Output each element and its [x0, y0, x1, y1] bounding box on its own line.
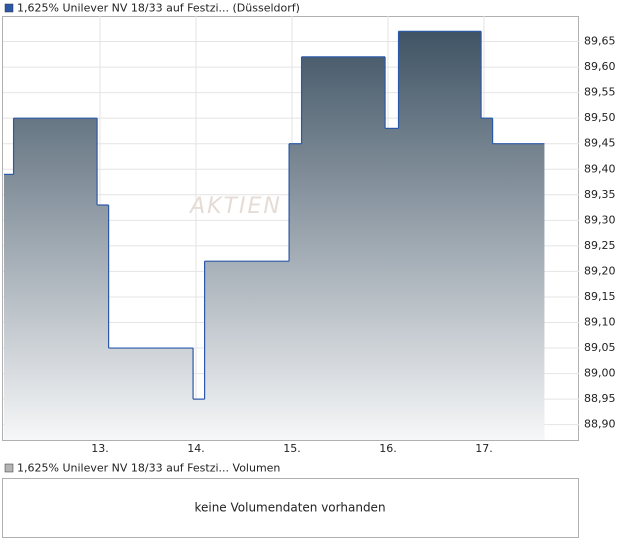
x-tick-label: 16.: [379, 442, 397, 455]
x-tick-label: 15.: [283, 442, 301, 455]
y-tick-label: 89,25: [584, 239, 616, 252]
y-tick-label: 89,60: [584, 60, 616, 73]
legend-label: 1,625% Unilever NV 18/33 auf Festzi... (…: [17, 2, 300, 15]
y-tick-label: 88,95: [584, 392, 616, 405]
y-tick-label: 89,10: [584, 316, 616, 329]
y-tick-label: 88,90: [584, 418, 616, 431]
y-tick-label: 89,00: [584, 367, 616, 380]
y-tick-label: 89,45: [584, 137, 616, 150]
x-tick-label: 14.: [187, 442, 205, 455]
y-tick-label: 89,30: [584, 213, 616, 226]
x-tick-label: 17.: [475, 442, 493, 455]
y-tick-label: 89,50: [584, 111, 616, 124]
y-tick-label: 89,20: [584, 264, 616, 277]
legend-label: 1,625% Unilever NV 18/33 auf Festzi... V…: [17, 462, 280, 475]
volume-message: keine Volumendaten vorhanden: [194, 501, 385, 515]
x-tick-label: 13.: [91, 442, 109, 455]
y-tick-label: 89,65: [584, 35, 616, 48]
area-fill: [3, 31, 545, 440]
watermark: AKTIEN: [188, 194, 282, 219]
legend-swatch: [4, 463, 14, 473]
volume-frame: [2, 478, 579, 538]
y-tick-label: 89,35: [584, 188, 616, 201]
y-tick-label: 89,55: [584, 86, 616, 99]
legend-swatch: [4, 3, 14, 13]
y-tick-label: 89,40: [584, 162, 616, 175]
y-tick-label: 89,05: [584, 341, 616, 354]
y-tick-label: 89,15: [584, 290, 616, 303]
